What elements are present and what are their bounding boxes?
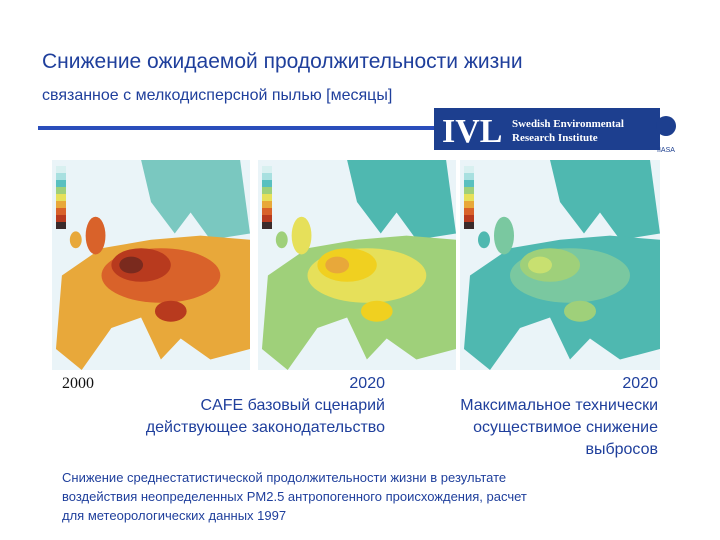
map — [460, 160, 660, 370]
map-caption: 2020 — [622, 375, 658, 392]
legend-swatch — [464, 201, 474, 208]
legend-swatch — [262, 173, 272, 180]
map — [258, 160, 456, 370]
legend-swatch — [56, 194, 66, 201]
map-caption: 2020 — [349, 375, 385, 392]
legend-swatch — [262, 194, 272, 201]
legend-swatch — [262, 187, 272, 194]
logo-org: IIASA — [657, 147, 675, 154]
zone — [325, 256, 350, 274]
title: Снижение ожидаемой продолжительности жиз… — [42, 50, 523, 73]
map — [52, 160, 251, 370]
map-caption: Максимальное технически — [460, 397, 658, 414]
map-caption: осуществимое снижение — [473, 419, 658, 436]
land — [291, 216, 312, 255]
footnote-line: воздействия неопределенных PM2.5 антропо… — [62, 489, 527, 504]
legend-swatch — [262, 215, 272, 222]
land — [550, 160, 660, 240]
legend-swatch — [464, 180, 474, 187]
map-caption: CAFE базовый сценарий — [201, 397, 385, 414]
logo-globe — [656, 116, 676, 136]
divider — [38, 126, 434, 130]
legend-swatch — [56, 208, 66, 215]
captions: 2000 2020 CAFE базовый сценарий действующее… — [62, 375, 658, 458]
legend-swatch — [464, 173, 474, 180]
legend-swatch — [464, 187, 474, 194]
legend-swatch — [56, 201, 66, 208]
zone — [564, 300, 596, 322]
legend-swatch — [464, 208, 474, 215]
legend-swatch — [56, 215, 66, 222]
legend-swatch — [262, 166, 272, 173]
zone — [154, 300, 187, 322]
land — [478, 231, 490, 249]
land — [347, 160, 456, 240]
land — [69, 231, 82, 249]
logo-line: Research Institute — [512, 132, 598, 144]
land — [494, 216, 514, 255]
legend-swatch — [262, 180, 272, 187]
legend-swatch — [464, 166, 474, 173]
logo-box — [434, 108, 660, 150]
legend-swatch — [464, 194, 474, 201]
legend-swatch — [56, 173, 66, 180]
zone — [528, 256, 552, 274]
legend-swatch — [56, 187, 66, 194]
map-caption: выбросов — [585, 441, 658, 458]
land — [85, 216, 106, 255]
logo: IVL Swedish Environmental Research Insti… — [434, 108, 676, 154]
legend-swatch — [262, 201, 272, 208]
land — [275, 231, 288, 249]
zone — [360, 300, 393, 322]
legend-swatch — [464, 215, 474, 222]
zone — [119, 256, 144, 274]
footnote-line: Снижение среднестатистической продолжите… — [62, 470, 506, 485]
legend-swatch — [262, 208, 272, 215]
map-caption: 2000 — [62, 375, 94, 392]
legend-swatch — [56, 180, 66, 187]
subtitle: связанное с мелкодисперсной пылью [месяц… — [42, 87, 392, 104]
land — [141, 160, 250, 240]
footnote: Снижение среднестатистической продолжите… — [62, 470, 527, 523]
legend-swatch — [56, 166, 66, 173]
footnote-line: для метеорологических данных 1997 — [62, 508, 286, 523]
map-caption: действующее законодательство — [146, 419, 385, 436]
legend-swatch — [56, 222, 66, 229]
logo-name: IVL — [442, 113, 502, 150]
legend-swatch — [262, 222, 272, 229]
legend-swatch — [464, 222, 474, 229]
logo-line: Swedish Environmental — [512, 118, 624, 130]
maps — [52, 160, 660, 370]
